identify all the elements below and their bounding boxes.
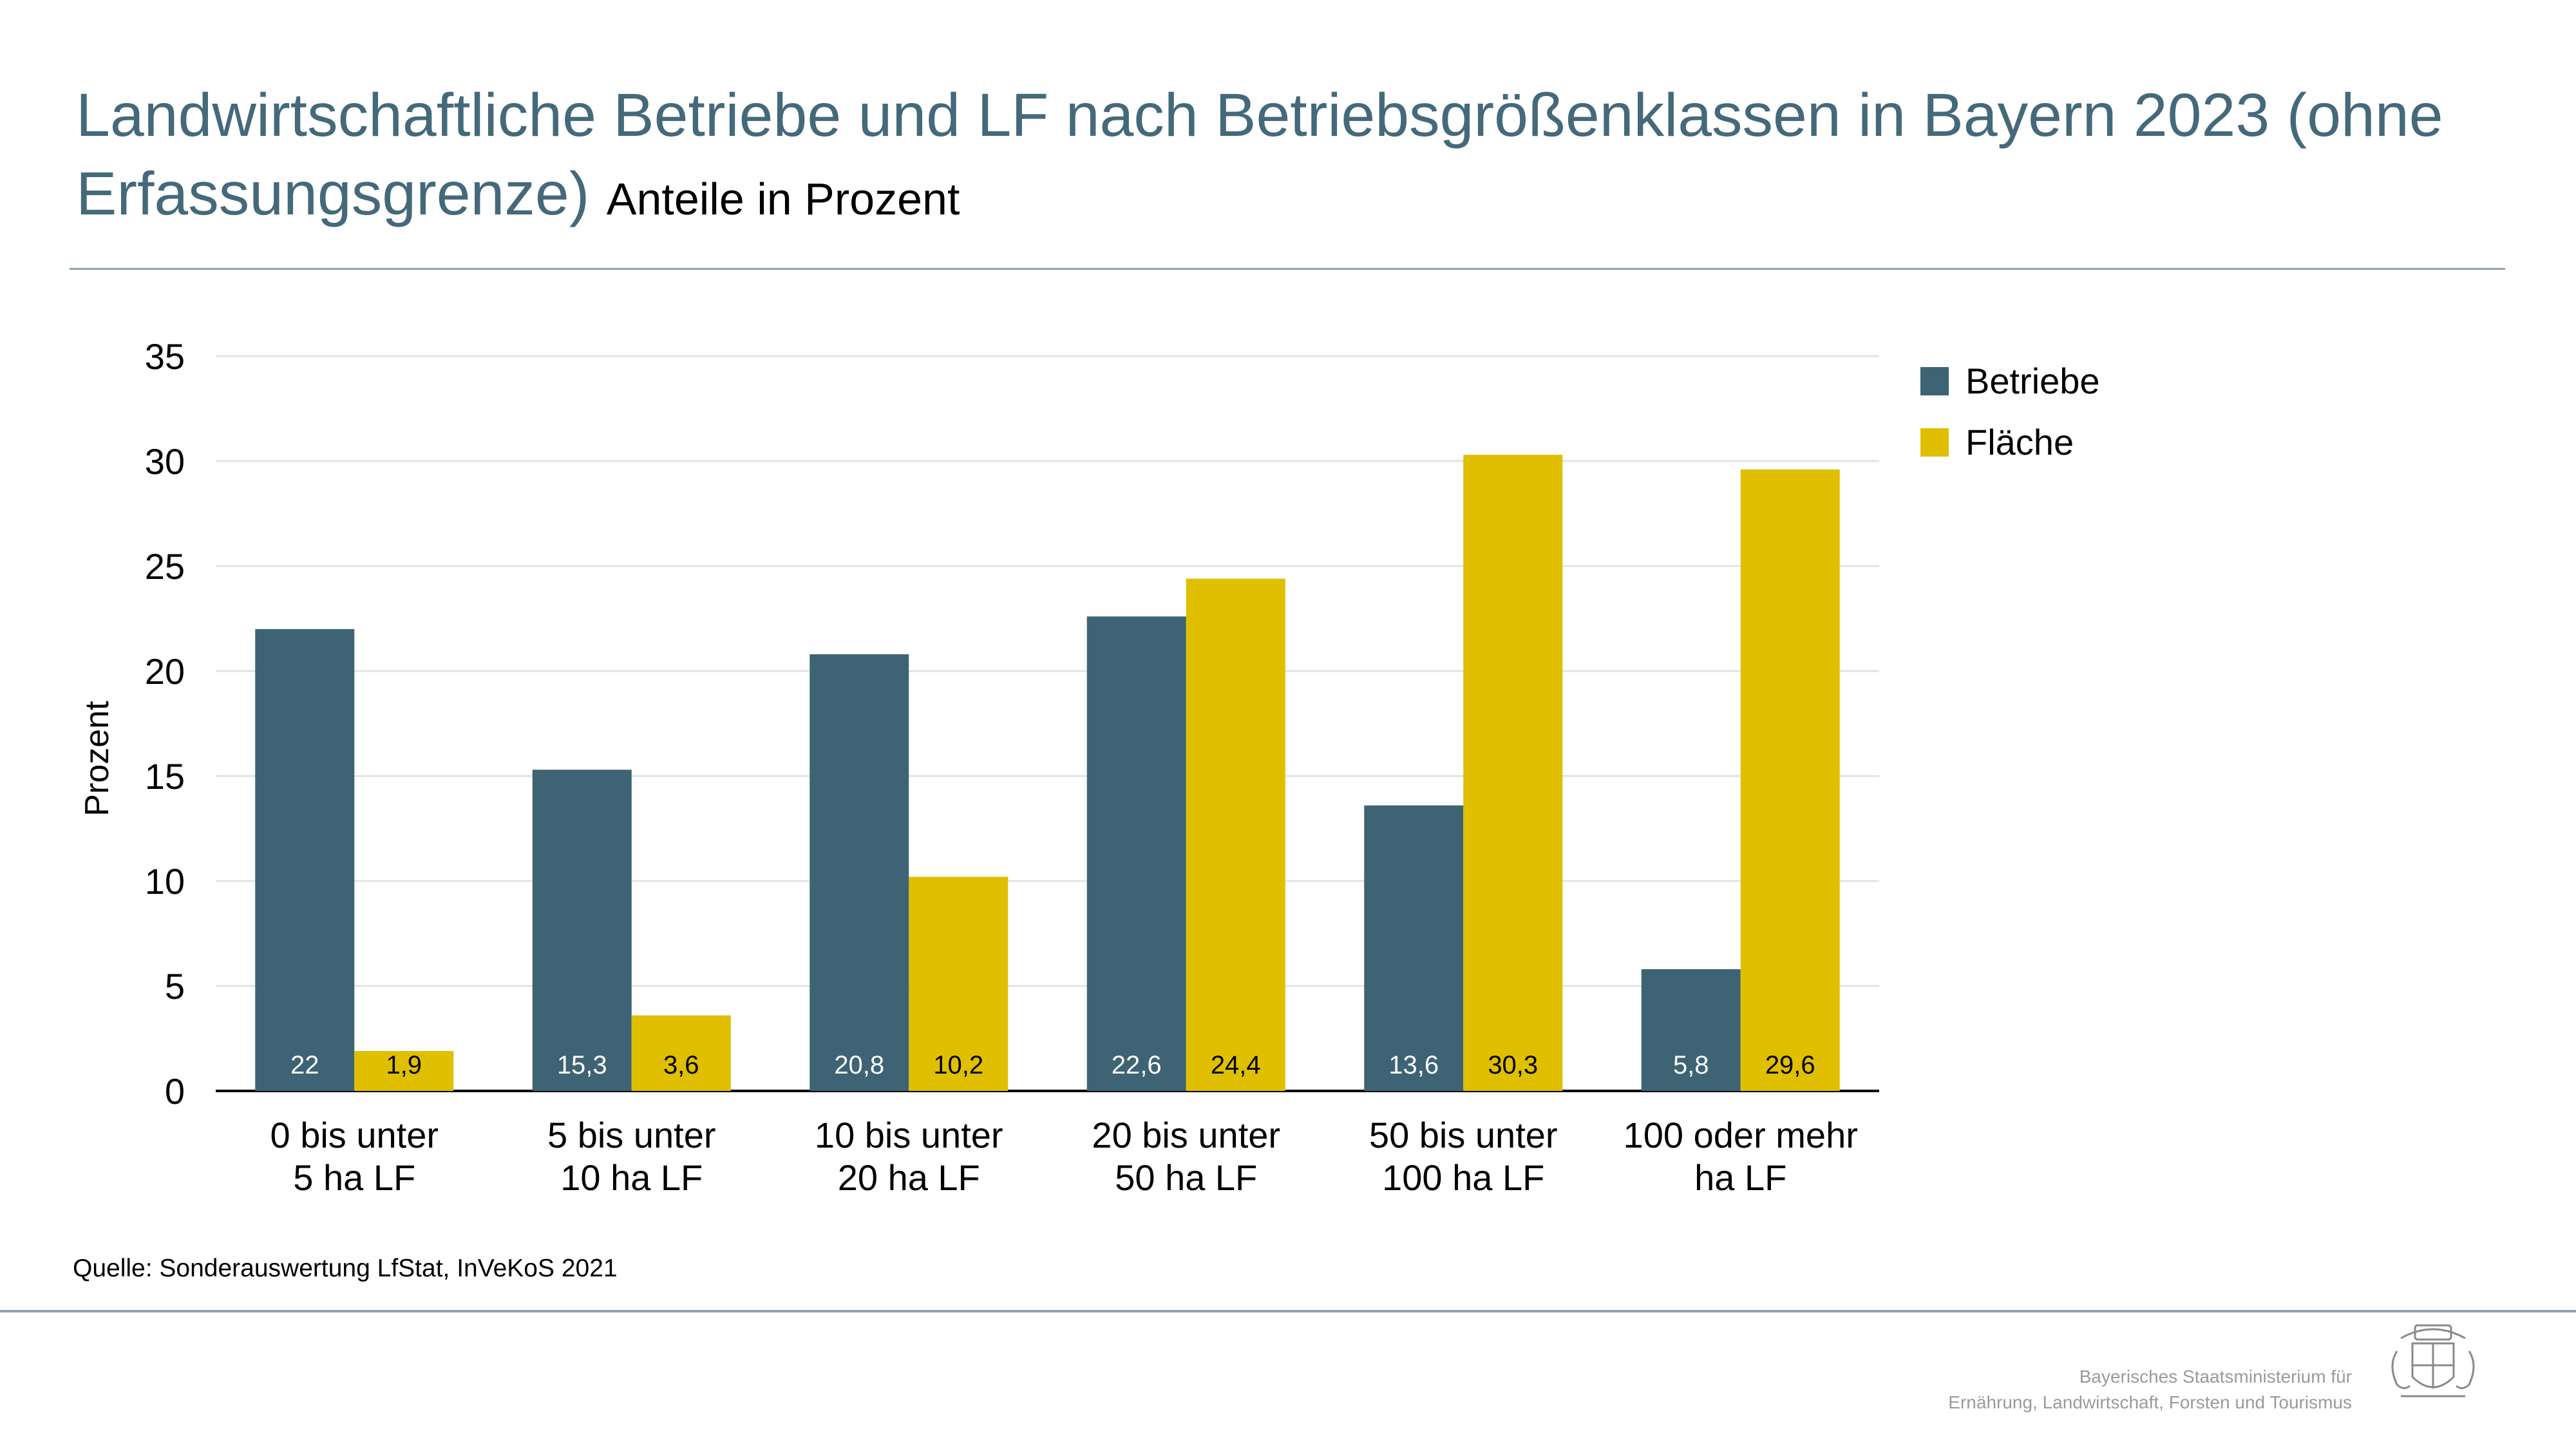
x-tick-label: 5 ha LF <box>293 1157 415 1198</box>
data-label: 10,2 <box>933 1051 983 1079</box>
data-label: 29,6 <box>1765 1051 1815 1079</box>
x-tick-label: 20 bis unter <box>1092 1115 1280 1155</box>
title-divider <box>70 268 2505 270</box>
data-label: 30,3 <box>1488 1051 1538 1079</box>
legend-label-flaeche: Fläche <box>1965 422 2074 462</box>
data-label: 24,4 <box>1211 1051 1261 1079</box>
bar-flaeche <box>631 1015 731 1091</box>
ministry-name: Bayerisches Staatsministerium für Ernähr… <box>1948 1364 2352 1416</box>
y-tick-label: 5 <box>165 966 185 1007</box>
chart-subtitle: Anteile in Prozent <box>606 174 960 224</box>
x-tick-label: 20 ha LF <box>838 1157 980 1198</box>
data-label: 13,6 <box>1388 1051 1439 1079</box>
bar-flaeche <box>354 1051 454 1091</box>
x-tick-label: 50 bis unter <box>1369 1115 1558 1155</box>
legend-label-betriebe: Betriebe <box>1965 361 2100 401</box>
x-tick-label: 10 ha LF <box>560 1157 703 1198</box>
x-tick-label: ha LF <box>1694 1157 1786 1198</box>
y-tick-label: 20 <box>145 651 185 692</box>
x-tick-label: 10 bis unter <box>815 1115 1003 1155</box>
ministry-line-1: Bayerisches Staatsministerium für <box>2079 1367 2352 1387</box>
data-label: 15,3 <box>557 1051 607 1079</box>
bar-betriebe <box>1364 805 1464 1091</box>
x-tick-label: 0 bis unter <box>270 1115 439 1155</box>
y-tick-label: 25 <box>145 546 185 587</box>
legend-item-flaeche: Fläche <box>1920 412 2100 473</box>
x-tick-label: 100 ha LF <box>1382 1157 1544 1198</box>
legend: Betriebe Fläche <box>1920 350 2100 473</box>
ministry-line-2: Ernährung, Landwirtschaft, Forsten und T… <box>1948 1392 2352 1412</box>
data-label: 3,6 <box>663 1051 699 1079</box>
coat-of-arms-icon <box>2391 1324 2475 1397</box>
y-tick-label: 35 <box>145 336 185 377</box>
legend-swatch-betriebe <box>1920 366 1949 395</box>
bar-betriebe <box>532 770 632 1091</box>
x-tick-label: 50 ha LF <box>1115 1157 1257 1198</box>
title-text: Landwirtschaftliche Betriebe und LF nach… <box>76 81 2443 228</box>
data-label: 20,8 <box>834 1051 884 1079</box>
data-label: 22,6 <box>1112 1051 1162 1079</box>
bar-flaeche <box>909 876 1009 1091</box>
y-axis-label: Prozent <box>79 701 116 817</box>
footer-divider <box>0 1310 2576 1312</box>
bar-flaeche <box>1463 455 1563 1091</box>
chart-title: Landwirtschaftliche Betriebe und LF nach… <box>76 76 2459 238</box>
bar-betriebe <box>255 629 355 1091</box>
bar-flaeche <box>1740 469 1840 1091</box>
bar-betriebe <box>810 654 909 1091</box>
y-tick-label: 0 <box>165 1071 185 1112</box>
source-note: Quelle: Sonderauswertung LfStat, InVeKoS… <box>73 1255 618 1282</box>
y-tick-label: 30 <box>145 441 185 482</box>
data-label: 22 <box>290 1051 319 1079</box>
legend-item-betriebe: Betriebe <box>1920 350 2100 412</box>
legend-swatch-flaeche <box>1920 428 1949 457</box>
bar-flaeche <box>1186 578 1285 1091</box>
bar-betriebe <box>1641 969 1741 1091</box>
y-tick-label: 10 <box>145 861 185 902</box>
bar-betriebe <box>1086 616 1186 1091</box>
x-tick-label: 5 bis unter <box>547 1115 716 1155</box>
x-tick-label: 100 oder mehr <box>1624 1115 1858 1155</box>
data-label: 5,8 <box>1673 1051 1709 1079</box>
y-tick-label: 15 <box>145 756 185 797</box>
data-label: 1,9 <box>386 1051 422 1079</box>
